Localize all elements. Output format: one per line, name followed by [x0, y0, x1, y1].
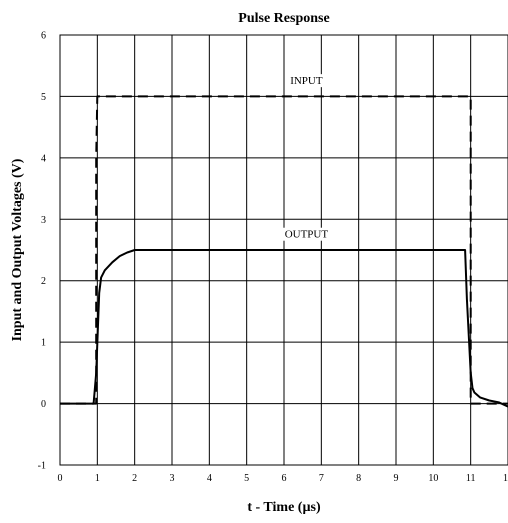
x-tick-label: 0: [58, 473, 63, 484]
annotation-label-output: OUTPUT: [285, 229, 329, 241]
x-tick-label: 5: [244, 473, 249, 484]
series-group: [60, 95, 508, 408]
x-tick-label: 2: [132, 473, 137, 484]
annotation-label-input: INPUT: [290, 75, 323, 87]
y-tick-label: -1: [38, 461, 46, 472]
x-tick-label: 9: [394, 473, 399, 484]
y-tick-label: 3: [41, 215, 46, 226]
series-line-input: [60, 95, 508, 405]
y-tick-label: 0: [41, 399, 46, 410]
annotation: OUTPUT: [281, 227, 332, 241]
y-tick-label: 6: [41, 31, 46, 42]
series-line-output: [60, 249, 508, 408]
annotation: INPUT: [284, 74, 328, 88]
y-axis-label: Input and Output Voltages (V): [10, 158, 25, 341]
x-tick-label: 10: [428, 473, 438, 484]
annotation-bg: [281, 227, 332, 241]
plot-frame: [59, 34, 508, 466]
y-tick-label: 4: [41, 153, 46, 164]
annotations: INPUT OUTPUT: [281, 74, 332, 241]
x-tick-label: 7: [319, 473, 324, 484]
y-tick-label: 1: [41, 338, 46, 349]
x-axis-label: t - Time (µs): [247, 500, 321, 515]
x-tick-label: 3: [170, 473, 175, 484]
y-tick-label: 2: [41, 276, 46, 287]
y-tick-label: 5: [41, 92, 46, 103]
x-tick-label: 1: [95, 473, 100, 484]
x-tick-label: 6: [282, 473, 287, 484]
x-tick-label: 12: [503, 473, 508, 484]
chart-title: Pulse Response: [238, 11, 329, 26]
x-tick-label: 8: [356, 473, 361, 484]
x-tick-label: 11: [466, 473, 476, 484]
annotation-bg: [284, 74, 328, 88]
x-tick-label: 4: [207, 473, 212, 484]
